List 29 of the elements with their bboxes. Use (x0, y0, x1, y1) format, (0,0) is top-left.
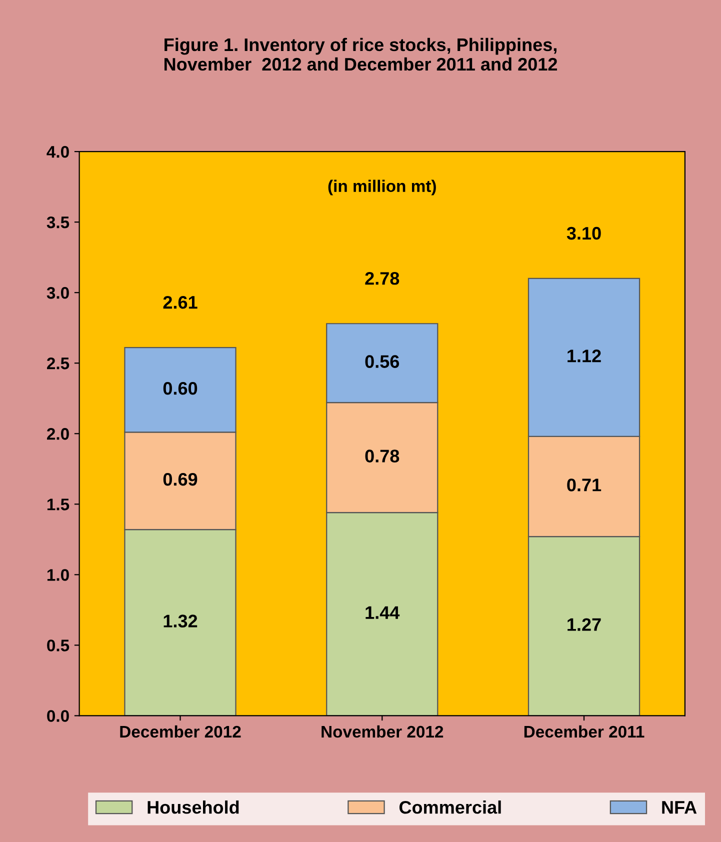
data-label: 1.44 (366, 606, 400, 619)
total-label: 2.61 (163, 296, 198, 309)
data-label: 0.71 (567, 478, 602, 492)
x-tick-label: November 2012 (322, 725, 444, 738)
annotation: (in million mt) (328, 180, 436, 196)
data-label: 1.27 (568, 618, 601, 631)
total-label: 3.10 (566, 226, 601, 240)
data-label: 1.32 (164, 614, 198, 628)
y-tick-label: 2.5 (47, 358, 70, 370)
y-tick-label: 1.0 (47, 569, 69, 581)
legend-label: Household (148, 800, 239, 814)
y-tick-label: 3.0 (46, 286, 69, 299)
y-tick-label: 1.5 (47, 498, 70, 510)
data-label: 0.56 (365, 355, 400, 368)
x-tick-label: December 2012 (120, 725, 241, 738)
y-tick-label: 3.5 (46, 216, 70, 228)
y-tick-label: 4.0 (46, 146, 69, 158)
y-tick-label: 2.0 (47, 428, 69, 440)
total-label: 2.78 (365, 272, 400, 285)
data-label: 1.12 (568, 350, 601, 362)
data-label: 0.60 (163, 382, 198, 395)
y-tick-label: 0.0 (47, 710, 69, 722)
x-tick-label: December 2011 (524, 725, 644, 738)
y-tick-label: 0.5 (47, 640, 70, 652)
chart-title: Figure 1. Inventory of rice stocks, Philippines, November 2012 and December 2011 and 2012 (164, 38, 558, 71)
data-label: 0.78 (365, 450, 400, 462)
legend-label: Commercial (399, 800, 501, 814)
data-label: 0.69 (163, 472, 198, 486)
legend-label: NFA (662, 801, 697, 814)
